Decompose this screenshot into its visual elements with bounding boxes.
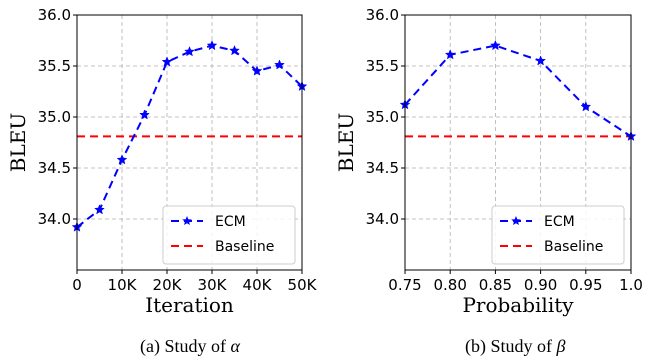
caption-symbol: α: [230, 336, 240, 356]
ecm-data-point: [161, 56, 173, 67]
ecm-data-point: [251, 65, 263, 76]
chart-panel-b: 34.0 34.5 35.0 35.5 36.0 0.75 0.80 0.85 0.90 0.95…: [334, 6, 643, 357]
y-tick-label: 34.0: [38, 210, 71, 228]
x-tick-label: 0.85: [479, 276, 512, 294]
x-tick-label: 0.95: [569, 276, 602, 294]
legend-box: [162, 205, 296, 265]
ecm-series-line: [404, 44, 632, 138]
legend-ecm-label: ECM: [544, 214, 575, 230]
y-tick-label: 36.0: [38, 6, 71, 24]
x-tick-label: 20K: [153, 276, 183, 294]
x-tick-label: 0: [72, 276, 82, 294]
caption: (a) Study of α: [140, 336, 240, 357]
x-tick-label: 0.75: [388, 276, 421, 294]
x-tick-label: 0.90: [524, 276, 557, 294]
x-tick-label: 1.0: [619, 276, 643, 294]
y-tick-label: 34.5: [366, 159, 399, 177]
ecm-data-point: [229, 45, 240, 56]
x-tick-label: 40K: [243, 276, 273, 294]
y-tick-label: 35.5: [366, 57, 399, 75]
legend-box: [491, 205, 625, 265]
y-tick-label: 35.5: [38, 57, 71, 75]
caption: (b) Study of β: [465, 336, 566, 357]
y-tick-label: 35.0: [38, 108, 71, 126]
ecm-data-point: [94, 204, 105, 215]
caption-text: (b) Study of: [465, 336, 557, 357]
x-axis-label: Probability: [462, 293, 574, 317]
ecm-data-point: [274, 59, 285, 70]
ecm-data-point: [580, 101, 592, 112]
legend-baseline-label: Baseline: [215, 239, 274, 255]
legend-ecm-marker: [182, 216, 192, 226]
y-axis-label: BLEU: [6, 113, 30, 172]
x-tick-label: 0.80: [433, 276, 466, 294]
y-tick-label: 35.0: [366, 108, 399, 126]
ecm-data-point: [184, 46, 195, 57]
x-tick-label: 10K: [108, 276, 138, 294]
legend-baseline-label: Baseline: [544, 239, 603, 255]
ecm-data-point: [116, 154, 128, 165]
legend: ECM Baseline: [491, 205, 625, 265]
y-tick-label: 34.0: [366, 210, 399, 228]
x-tick-label: 30K: [198, 276, 228, 294]
plot-frame: [404, 14, 632, 271]
chart-panel-a: 34.0 34.5 35.0 35.5 36.0 0 10K 20K 30K 40K 50K Iter…: [6, 6, 318, 357]
legend-ecm-label: ECM: [215, 214, 246, 230]
caption-symbol: β: [556, 336, 566, 356]
x-tick-label: 50K: [288, 276, 318, 294]
ecm-data-point: [139, 109, 150, 120]
x-axis-label: Iteration: [145, 293, 234, 317]
plot-frame: [76, 14, 303, 271]
caption-text: (a) Study of: [140, 336, 230, 357]
y-axis-label: BLEU: [334, 113, 358, 172]
legend-ecm-marker: [511, 216, 521, 226]
ecm-data-point: [535, 55, 546, 66]
ecm-data-point: [444, 49, 456, 60]
legend: ECM Baseline: [162, 205, 296, 265]
y-tick-label: 36.0: [366, 6, 399, 24]
ecm-data-point: [206, 39, 218, 51]
ecm-data-point: [490, 39, 501, 51]
y-tick-label: 34.5: [38, 159, 71, 177]
